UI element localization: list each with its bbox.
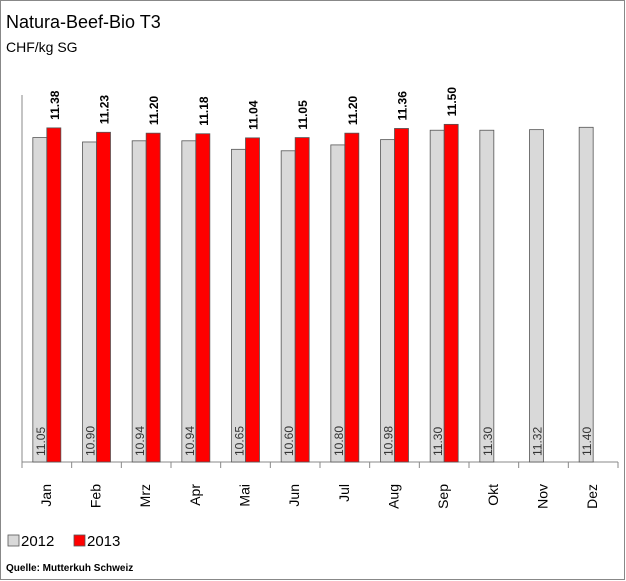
bar <box>96 131 111 463</box>
chart-title: Natura-Beef-Bio T3 <box>6 12 161 32</box>
value-label: 11.18 <box>197 96 211 126</box>
bar <box>131 140 147 463</box>
bar <box>231 148 246 463</box>
value-label: 10.94 <box>133 426 147 456</box>
value-label: 10.60 <box>282 426 296 456</box>
value-label: 11.04 <box>247 100 261 130</box>
bar <box>330 144 346 463</box>
value-label: 11.05 <box>34 427 48 456</box>
value-label: 11.20 <box>147 95 161 125</box>
bar <box>46 127 62 463</box>
value-label: 10.98 <box>382 426 396 456</box>
value-label: 11.30 <box>481 427 495 456</box>
legend-label: 2013 <box>87 533 120 550</box>
bar <box>245 137 260 463</box>
value-label: 10.90 <box>84 426 98 456</box>
x-tick-label: Nov <box>535 484 551 509</box>
value-label: 11.23 <box>98 95 112 125</box>
x-tick-label: Aug <box>386 484 402 509</box>
x-tick-label: Mrz <box>137 484 153 507</box>
value-label: 11.50 <box>445 87 459 117</box>
legend-swatch <box>7 534 20 547</box>
legend-swatch <box>73 534 86 547</box>
value-label: 11.32 <box>531 427 545 456</box>
value-label: 11.30 <box>431 427 445 456</box>
x-tick-label: Apr <box>187 484 203 506</box>
x-tick-label: Okt <box>485 484 501 506</box>
value-label: 11.05 <box>296 100 310 130</box>
value-label: 10.80 <box>332 426 346 456</box>
bar <box>294 137 310 463</box>
bar <box>479 129 495 463</box>
x-tick-label: Dez <box>584 484 600 509</box>
bar <box>529 129 544 463</box>
value-label: 11.20 <box>346 95 360 125</box>
bar <box>32 137 48 463</box>
bar <box>280 150 296 463</box>
x-tick-label: Feb <box>88 484 104 508</box>
x-tick-label: Mai <box>237 484 253 507</box>
bar <box>394 128 409 463</box>
bar <box>578 126 594 463</box>
x-tick-label: Jan <box>38 484 54 507</box>
bar <box>145 132 161 463</box>
bar <box>82 141 97 463</box>
value-label: 11.40 <box>580 427 594 456</box>
source: Quelle: Mutterkuh Schweiz <box>6 563 133 574</box>
bar <box>380 139 395 463</box>
bar <box>443 123 459 463</box>
x-tick-label: Sep <box>435 484 451 509</box>
bar <box>429 129 445 463</box>
value-label: 11.36 <box>396 91 410 121</box>
bar <box>181 140 197 463</box>
value-label: 10.94 <box>183 426 197 456</box>
x-tick-label: Jul <box>336 484 352 502</box>
value-label: 10.65 <box>233 426 247 456</box>
value-label: 11.38 <box>48 90 62 120</box>
x-tick-label: Jun <box>286 484 302 507</box>
legend-label: 2012 <box>21 533 54 550</box>
bar <box>195 133 211 463</box>
chart-subtitle: CHF/kg SG <box>6 39 78 55</box>
bar <box>344 132 360 463</box>
